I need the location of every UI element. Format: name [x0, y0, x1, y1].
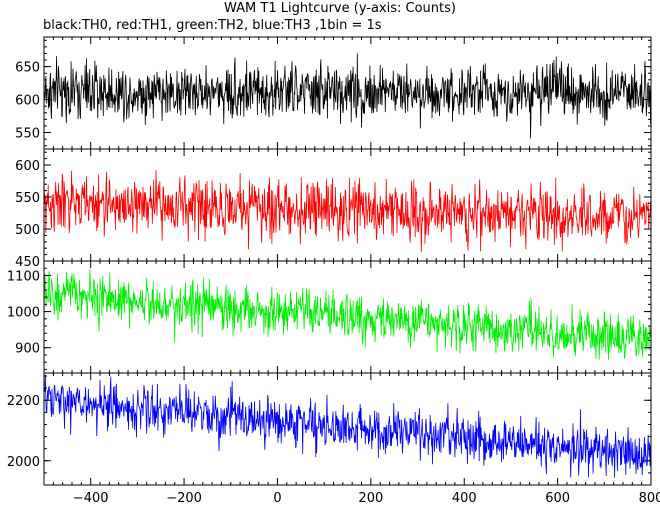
- series-line-th2: [44, 269, 651, 360]
- x-tick-label: 0: [273, 491, 281, 505]
- y-tick-label: 900: [15, 342, 40, 357]
- y-tick-label: 2200: [7, 394, 40, 409]
- x-tick-label: 600: [545, 491, 570, 505]
- y-tick-label: 650: [15, 61, 40, 76]
- y-tick-label: 600: [15, 159, 40, 174]
- y-tick-label: 500: [15, 223, 40, 238]
- x-tick-label: −200: [166, 491, 202, 505]
- panel-frame-th3: [43, 372, 652, 486]
- y-tick-label: 2000: [7, 455, 40, 470]
- x-tick-label: 800: [639, 491, 660, 505]
- panel-th0: 550 600 650: [15, 36, 652, 150]
- chart-subtitle: black:TH0, red:TH1, green:TH2, blue:TH3 …: [43, 18, 382, 33]
- y-tick-label: 1000: [7, 306, 40, 321]
- panel-th1: 450 500 550 600: [15, 148, 652, 270]
- series-line-th3: [44, 374, 651, 478]
- y-tick-label: 550: [15, 191, 40, 206]
- panels-layer: 550 600 650 450 500 550 600 900 1000 1100 2000 2200: [7, 36, 652, 486]
- series-line-th0: [44, 53, 651, 139]
- panel-th3: 2000 2200: [7, 372, 652, 486]
- x-tick-label: 200: [358, 491, 383, 505]
- x-tick-label: −400: [73, 491, 109, 505]
- panel-th2: 900 1000 1100: [7, 260, 652, 374]
- x-tick-label: 400: [452, 491, 477, 505]
- series-line-th1: [44, 170, 651, 253]
- y-tick-label: 550: [15, 127, 40, 142]
- y-tick-label: 600: [15, 94, 40, 109]
- x-axis: −400 −200 0 200 400 600 800: [73, 491, 660, 505]
- y-tick-label: 1100: [7, 269, 40, 284]
- chart-title: WAM T1 Lightcurve (y-axis: Counts): [224, 1, 456, 16]
- y-tick-label: 450: [15, 255, 40, 270]
